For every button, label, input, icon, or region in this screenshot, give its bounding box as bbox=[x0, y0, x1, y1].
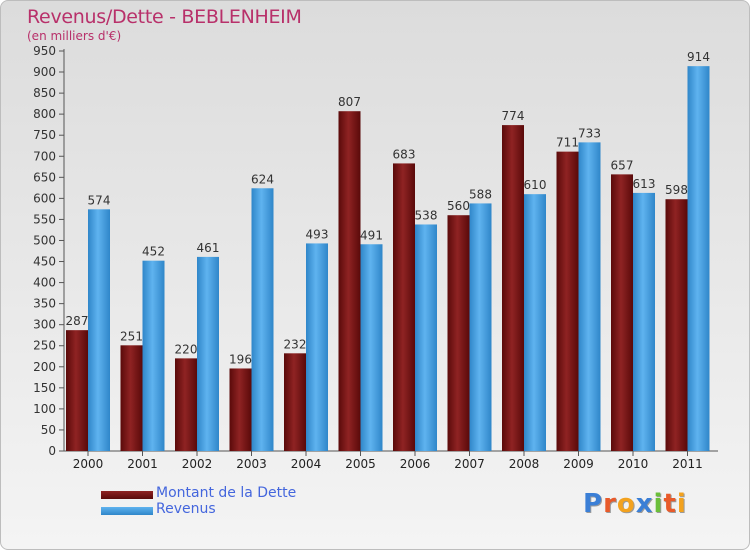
data-label-revenus: 613 bbox=[633, 177, 656, 191]
data-label-revenus: 914 bbox=[687, 50, 710, 64]
bar-dette bbox=[120, 345, 143, 451]
data-label-dette: 657 bbox=[611, 158, 634, 172]
y-tick-label: 250 bbox=[33, 339, 56, 353]
y-tick-label: 0 bbox=[48, 444, 56, 458]
y-tick-label: 200 bbox=[33, 360, 56, 374]
data-label-revenus: 588 bbox=[469, 187, 492, 201]
data-label-dette: 196 bbox=[229, 352, 252, 366]
logo-letter: o bbox=[616, 489, 636, 519]
bar-revenus bbox=[524, 194, 546, 451]
bar-dette bbox=[338, 111, 361, 452]
y-tick-label: 700 bbox=[33, 149, 56, 163]
y-tick-label: 350 bbox=[33, 297, 56, 311]
logo-letter: P bbox=[583, 489, 604, 519]
x-tick-label: 2011 bbox=[672, 457, 703, 471]
x-tick-label: 2001 bbox=[127, 457, 158, 471]
data-label-dette: 220 bbox=[175, 342, 198, 356]
bar-revenus bbox=[251, 188, 274, 451]
bar-revenus bbox=[360, 244, 383, 451]
bar-dette bbox=[502, 125, 524, 452]
y-tick-label: 500 bbox=[33, 233, 56, 247]
y-tick-label: 950 bbox=[33, 44, 56, 58]
x-tick-label: 2003 bbox=[236, 457, 267, 471]
y-tick-label: 50 bbox=[41, 423, 56, 437]
x-tick-label: 2004 bbox=[291, 457, 322, 471]
y-tick-label: 400 bbox=[33, 276, 56, 290]
data-label-dette: 683 bbox=[393, 147, 416, 161]
x-tick-label: 2009 bbox=[563, 457, 594, 471]
bar-dette bbox=[611, 174, 633, 452]
bar-dette bbox=[229, 368, 252, 451]
data-label-revenus: 733 bbox=[578, 126, 601, 140]
x-tick-label: 2010 bbox=[618, 457, 649, 471]
y-tick-label: 550 bbox=[33, 212, 56, 226]
legend-swatch-revenus bbox=[101, 507, 153, 515]
data-label-dette: 711 bbox=[556, 136, 579, 150]
x-tick-label: 2006 bbox=[400, 457, 431, 471]
y-tick-label: 100 bbox=[33, 402, 56, 416]
legend-label-dette: Montant de la Dette bbox=[156, 485, 297, 501]
data-label-dette: 232 bbox=[284, 337, 307, 351]
logo-letter: r bbox=[603, 489, 617, 519]
bar-revenus bbox=[306, 243, 328, 451]
y-tick-label: 600 bbox=[33, 191, 56, 205]
y-tick-label: 750 bbox=[33, 128, 56, 142]
data-label-revenus: 493 bbox=[306, 227, 329, 241]
bar-revenus bbox=[469, 203, 492, 451]
x-tick-label: 2008 bbox=[509, 457, 540, 471]
x-tick-label: 2002 bbox=[182, 457, 213, 471]
chart-subtitle: (en milliers d'€) bbox=[27, 29, 122, 43]
data-label-revenus: 538 bbox=[415, 208, 438, 222]
logo-letter: i bbox=[676, 489, 687, 519]
bar-dette bbox=[556, 151, 579, 451]
bar-revenus bbox=[415, 224, 437, 451]
bar-dette bbox=[284, 353, 306, 451]
data-label-dette: 774 bbox=[502, 109, 525, 123]
y-tick-label: 850 bbox=[33, 86, 56, 100]
data-label-revenus: 624 bbox=[251, 172, 274, 186]
y-tick-label: 800 bbox=[33, 107, 56, 121]
data-label-dette: 287 bbox=[66, 314, 89, 328]
x-tick-label: 2000 bbox=[73, 457, 104, 471]
legend-label-revenus: Revenus bbox=[156, 501, 216, 517]
bar-revenus bbox=[197, 256, 219, 451]
x-tick-label: 2007 bbox=[454, 457, 485, 471]
data-label-dette: 598 bbox=[665, 183, 688, 197]
data-label-dette: 807 bbox=[338, 95, 361, 109]
bar-dette bbox=[66, 330, 88, 451]
proxiti-logo: Proxiti bbox=[583, 489, 687, 519]
data-label-dette: 251 bbox=[120, 329, 143, 343]
data-label-revenus: 491 bbox=[360, 228, 383, 242]
y-tick-label: 300 bbox=[33, 318, 56, 332]
bar-revenus bbox=[142, 260, 165, 451]
data-label-revenus: 452 bbox=[142, 245, 165, 259]
logo-letter: t bbox=[663, 489, 677, 519]
legend-swatch-dette bbox=[101, 491, 153, 499]
logo-letter: x bbox=[635, 489, 654, 519]
bar-dette bbox=[175, 358, 197, 451]
logo-letter: i bbox=[653, 489, 664, 519]
x-tick-label: 2005 bbox=[345, 457, 376, 471]
data-label-dette: 560 bbox=[447, 199, 470, 213]
data-label-revenus: 574 bbox=[88, 193, 111, 207]
bar-revenus bbox=[687, 66, 710, 451]
chart-title: Revenus/Dette - BEBLENHEIM bbox=[27, 6, 302, 28]
y-tick-label: 900 bbox=[33, 65, 56, 79]
bar-revenus bbox=[578, 142, 601, 452]
y-tick-label: 150 bbox=[33, 381, 56, 395]
data-label-revenus: 461 bbox=[197, 241, 220, 255]
y-tick-label: 450 bbox=[33, 255, 56, 269]
y-tick-label: 650 bbox=[33, 170, 56, 184]
bar-dette bbox=[447, 215, 470, 451]
bar-dette bbox=[665, 199, 688, 451]
bar-revenus bbox=[88, 209, 110, 451]
bar-dette bbox=[393, 163, 415, 451]
data-label-revenus: 610 bbox=[524, 178, 547, 192]
bar-revenus bbox=[633, 192, 655, 452]
